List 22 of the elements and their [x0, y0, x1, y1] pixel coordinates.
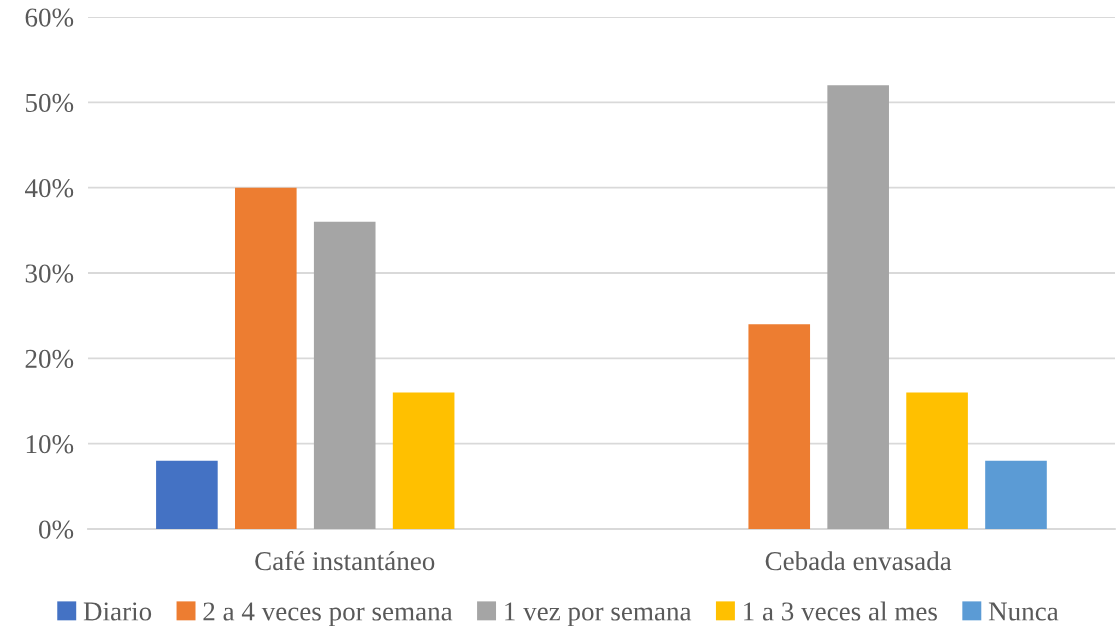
y-tick-label: 10%: [26, 435, 74, 454]
bar: [156, 460, 218, 529]
x-tick-label: Cebada envasada: [765, 551, 952, 571]
legend-label: 1 a 3 veces al mes: [744, 601, 937, 621]
bar: [827, 85, 889, 529]
bar: [235, 187, 297, 529]
y-tick-label: 20%: [25, 349, 74, 369]
legend-label: Diario: [83, 602, 152, 621]
y-tick-label: 60%: [25, 8, 74, 27]
legend-label: Nunca: [988, 602, 1059, 621]
y-tick-label: 30%: [25, 264, 74, 283]
legend-label: 1 vez por semana: [505, 602, 692, 627]
bar: [313, 221, 376, 529]
bar: [748, 324, 811, 529]
y-tick-label: 0%: [39, 520, 74, 539]
x-tick-label: Café instantáneo: [255, 550, 435, 571]
y-tick-label: 40%: [25, 179, 74, 198]
bar: [985, 460, 1047, 529]
y-tick-label: 50%: [26, 93, 74, 113]
bar: [906, 392, 968, 529]
legend-label: 2 a 4 veces por semana: [203, 602, 453, 627]
bar: [392, 392, 455, 529]
